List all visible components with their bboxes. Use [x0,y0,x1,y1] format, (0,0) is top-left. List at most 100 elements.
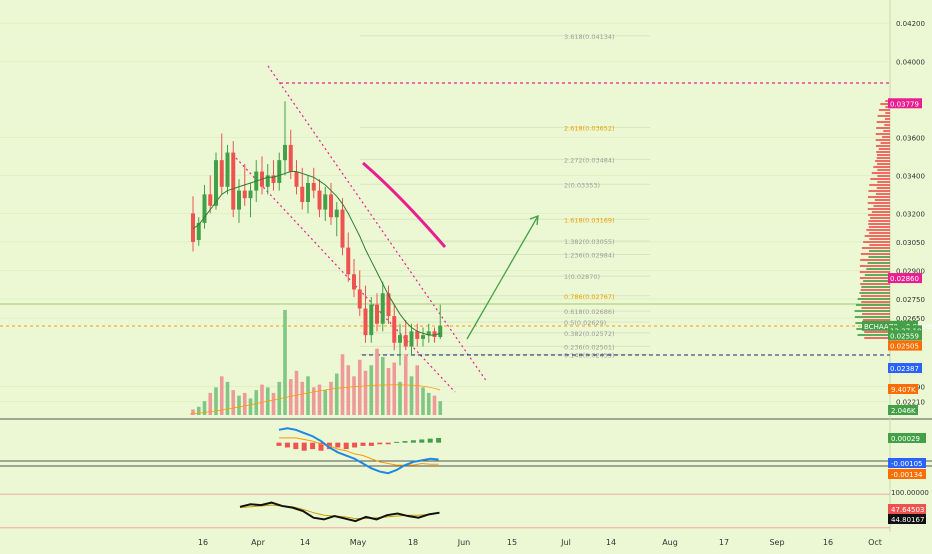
profile-bar [875,139,890,141]
price-tag-box [888,363,922,374]
candle-body [311,182,316,191]
profile-bar [870,178,890,180]
profile-bar [869,238,890,240]
profile-bar [868,223,890,225]
volume-bar [254,390,259,415]
time-tick-label: Sep [769,538,784,547]
profile-bar [876,127,890,129]
rsi-tag-label: 100.00000 [891,489,929,497]
price-tick-label: 0.02900 [896,267,925,275]
profile-bar [876,187,890,189]
macd-pane [276,427,442,475]
candle-body [369,304,374,336]
candle-body [409,331,414,347]
profile-bar [857,298,890,300]
profile-bar [877,115,890,117]
volume-bar [426,392,431,415]
candle-body [196,222,201,241]
profile-bar [884,124,890,126]
volume-tag-box [888,405,918,415]
profile-bar [877,169,890,171]
macd-histogram-bar [301,442,307,451]
profile-bar [867,208,890,210]
price-tag-box [888,98,922,109]
drawings[interactable] [0,65,890,393]
rsi-tag-box [888,514,926,524]
profile-bar [868,220,890,222]
macd-tag-label: 0.00029 [891,435,920,443]
profile-bar [880,142,890,144]
time-axis[interactable]: 16 Apr 14 May 18 Jun 15 Jul 14 Aug 17 Sep 16 Oct [198,538,882,547]
volume-bar [294,370,299,415]
price-tag-label: 0.02505 [890,343,919,351]
profile-bar [861,295,890,297]
candle-body [294,171,299,187]
candle-body [346,247,351,275]
profile-bar [877,175,890,177]
macd-tag-label: -0.00105 [891,460,922,468]
price-tag-box [888,273,922,284]
candle-body [306,182,310,202]
rsi-tag-box [888,504,926,514]
profile-bar [876,151,890,153]
profile-bar [876,121,890,123]
price-tick-label: 0.03600 [896,134,925,142]
volume-bar [352,376,356,415]
candle-body [225,152,230,187]
channel-lower-line [235,157,456,393]
projection-arrow [466,215,539,340]
volume-bar [311,387,316,415]
macd-histogram-bar [410,440,416,443]
profile-bar [885,100,890,102]
candle-body [288,144,293,172]
profile-bar [875,193,890,195]
candle-body [242,190,247,199]
macd-histogram-bar [310,442,316,450]
profile-bar [870,217,890,219]
volume-bar [392,362,397,415]
price-tick-label: 0.04200 [896,20,925,28]
fib-label: 2.618(0.03652) [564,124,615,132]
volume-bar [329,381,333,415]
profile-bar [882,136,890,138]
profile-bar [859,277,890,279]
profile-bar [874,199,890,201]
profile-bar [876,157,890,159]
price-tag-box [888,330,922,341]
candle-body [277,160,282,183]
time-tick-label: Jun [457,538,471,547]
volume-bar [340,354,345,415]
price-tick-label: 0.03200 [896,210,925,218]
volume-bar [334,373,339,415]
candle-body [317,190,322,210]
macd-tag-box [888,458,926,468]
macd-histogram-bar [419,439,425,443]
candle-body [380,293,385,324]
volume-bars [189,310,443,415]
rsi-line [239,501,440,523]
price-tick-label: 0.02650 [896,315,925,323]
volume-bar [300,381,305,415]
volume-tag-box [888,384,918,394]
macd-histogram-bar [368,442,374,446]
macd-histogram-bar [293,442,299,450]
profile-bar [866,268,890,270]
profile-bar [875,133,890,135]
profile-bar [860,259,890,261]
profile-bar [868,256,890,258]
volume-bar [386,368,391,415]
time-tick-label: Jul [560,538,571,547]
macd-histogram-bar [343,442,349,450]
profile-bar [860,253,890,255]
rsi-pane [0,493,890,529]
macd-histogram-bar [385,442,391,445]
volume-bar [191,409,195,415]
candle-body [415,331,420,339]
profile-bar [869,184,890,186]
profile-bar [859,271,890,273]
candle-body [202,194,207,223]
profile-bar [863,319,890,321]
profile-bar [862,313,890,315]
candle-body [432,331,437,338]
